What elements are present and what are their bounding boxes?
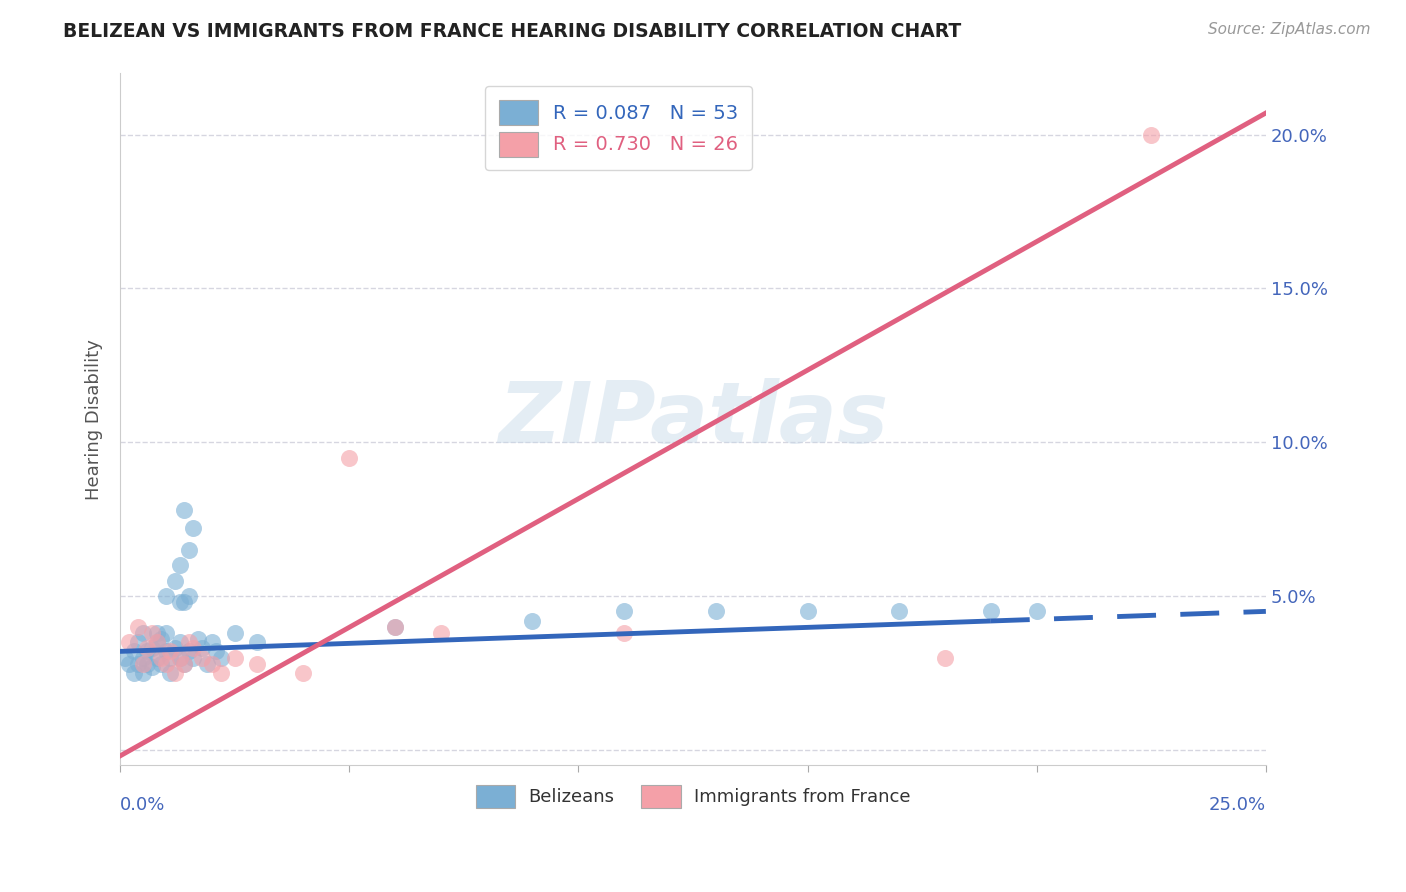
Point: [159, 650, 181, 665]
Point: [177, 635, 200, 649]
Point: [169, 650, 191, 665]
Point: [118, 657, 141, 671]
Text: 25.0%: 25.0%: [1209, 796, 1265, 814]
Point: [201, 635, 224, 649]
Point: [169, 595, 191, 609]
Point: [173, 503, 195, 517]
Point: [384, 620, 406, 634]
Point: [136, 657, 159, 671]
Point: [132, 650, 155, 665]
Point: [150, 650, 173, 665]
Point: [145, 650, 167, 665]
Text: 0.0%: 0.0%: [120, 796, 166, 814]
Point: [173, 657, 195, 671]
Point: [169, 650, 191, 665]
Point: [980, 604, 1002, 618]
Point: [1140, 128, 1163, 142]
Point: [136, 644, 159, 658]
Point: [246, 635, 269, 649]
Point: [150, 657, 173, 671]
Point: [155, 589, 177, 603]
Point: [181, 650, 204, 665]
Point: [201, 657, 224, 671]
Point: [155, 657, 177, 671]
Point: [337, 450, 360, 465]
Point: [224, 650, 246, 665]
Point: [191, 641, 214, 656]
Point: [169, 558, 191, 573]
Point: [114, 650, 136, 665]
Point: [145, 635, 167, 649]
Point: [292, 665, 315, 680]
Point: [127, 635, 149, 649]
Point: [613, 604, 636, 618]
Point: [246, 657, 269, 671]
Point: [205, 644, 228, 658]
Point: [177, 644, 200, 658]
Point: [127, 657, 149, 671]
Point: [122, 665, 145, 680]
Point: [145, 635, 167, 649]
Text: ZIPatlas: ZIPatlas: [498, 377, 889, 460]
Text: BELIZEAN VS IMMIGRANTS FROM FRANCE HEARING DISABILITY CORRELATION CHART: BELIZEAN VS IMMIGRANTS FROM FRANCE HEARI…: [63, 22, 962, 41]
Point: [384, 620, 406, 634]
Point: [181, 641, 204, 656]
Point: [173, 657, 195, 671]
Point: [163, 665, 186, 680]
Point: [122, 644, 145, 658]
Point: [136, 641, 159, 656]
Point: [177, 589, 200, 603]
Point: [704, 604, 727, 618]
Point: [187, 632, 209, 646]
Point: [145, 626, 167, 640]
Point: [889, 604, 911, 618]
Point: [132, 657, 155, 671]
Point: [177, 542, 200, 557]
Legend: Belizeans, Immigrants from France: Belizeans, Immigrants from France: [468, 777, 917, 815]
Text: Source: ZipAtlas.com: Source: ZipAtlas.com: [1208, 22, 1371, 37]
Point: [132, 626, 155, 640]
Point: [796, 604, 818, 618]
Point: [132, 665, 155, 680]
Point: [141, 626, 163, 640]
Point: [934, 650, 956, 665]
Point: [430, 626, 453, 640]
Point: [159, 644, 181, 658]
Point: [195, 657, 218, 671]
Point: [163, 641, 186, 656]
Point: [209, 665, 232, 680]
Point: [141, 641, 163, 656]
Point: [613, 626, 636, 640]
Point: [191, 650, 214, 665]
Point: [118, 635, 141, 649]
Point: [155, 626, 177, 640]
Point: [163, 574, 186, 588]
Point: [209, 650, 232, 665]
Y-axis label: Hearing Disability: Hearing Disability: [86, 339, 103, 500]
Point: [169, 635, 191, 649]
Point: [150, 632, 173, 646]
Point: [127, 620, 149, 634]
Point: [522, 614, 544, 628]
Point: [1025, 604, 1047, 618]
Point: [159, 665, 181, 680]
Point: [173, 595, 195, 609]
Point: [141, 659, 163, 673]
Point: [155, 644, 177, 658]
Point: [181, 521, 204, 535]
Point: [224, 626, 246, 640]
